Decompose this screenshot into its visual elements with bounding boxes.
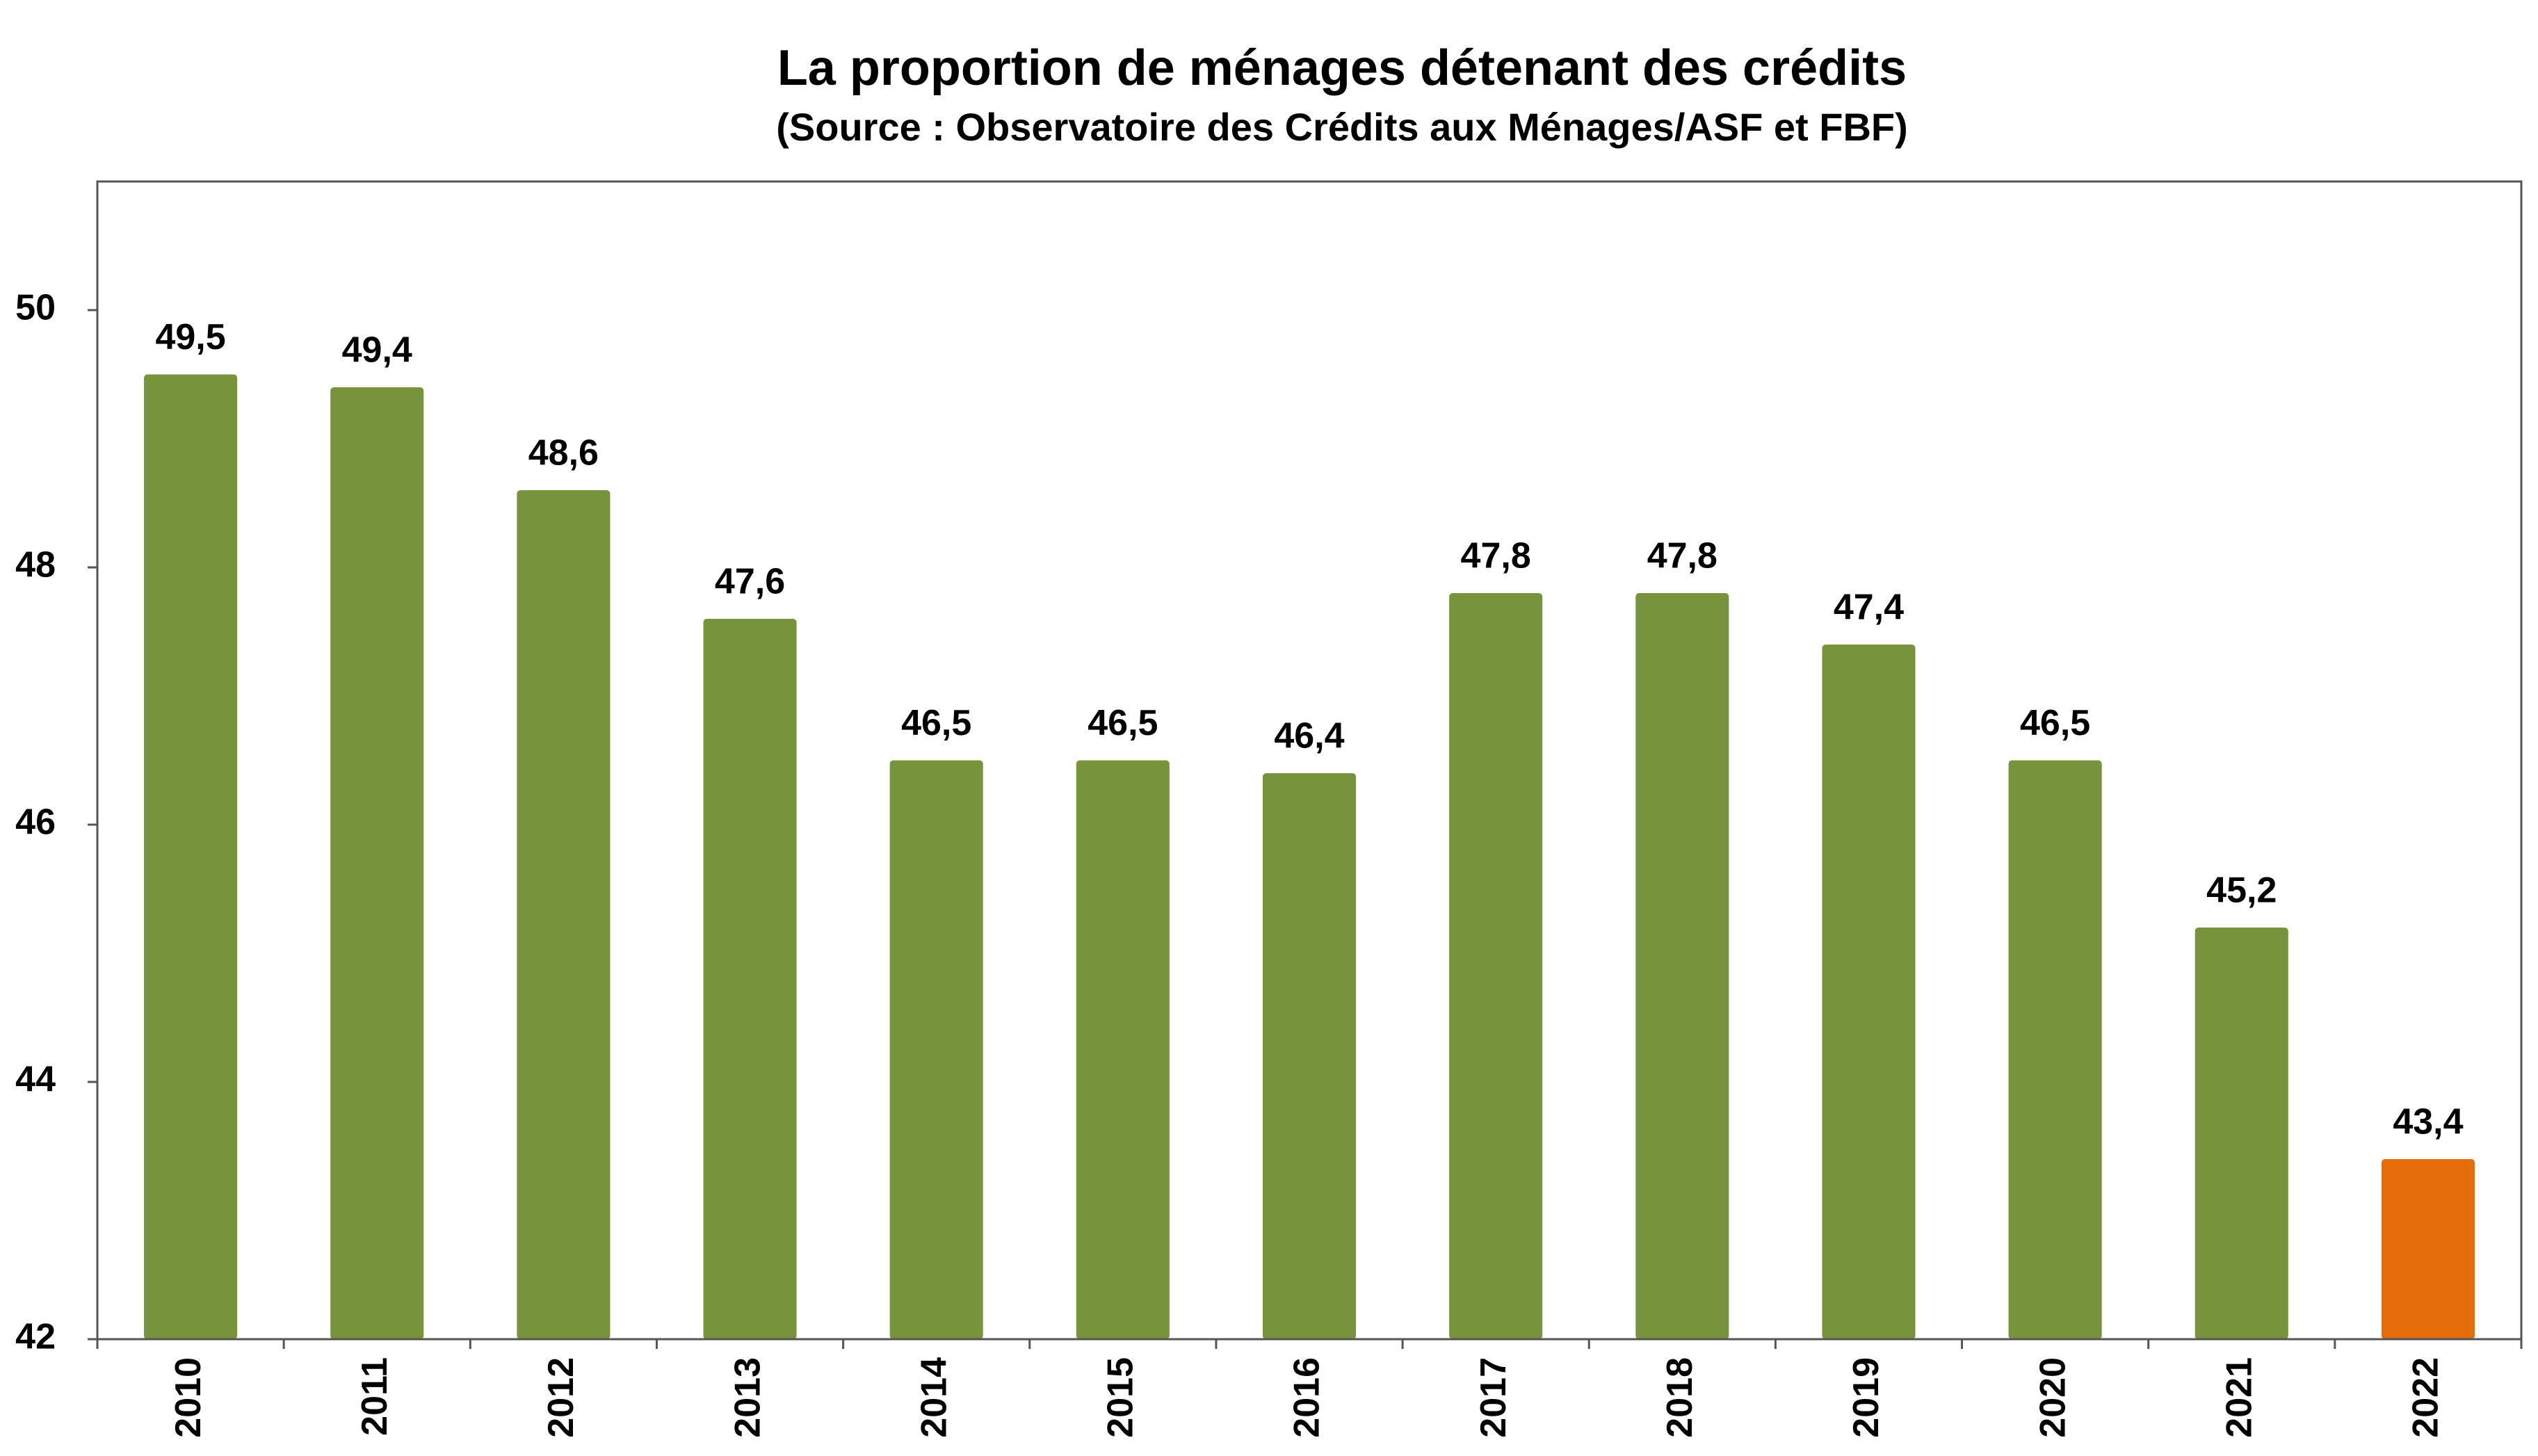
bar <box>1262 773 1357 1339</box>
value-label: 49,4 <box>342 330 412 371</box>
value-label: 45,2 <box>2206 871 2277 911</box>
x-tick-label: 2012 <box>541 1357 581 1438</box>
value-label: 47,8 <box>1461 536 1531 576</box>
x-tick-label: 2020 <box>2032 1357 2073 1438</box>
bar <box>2008 760 2102 1339</box>
y-tick-label: 46 <box>15 802 56 843</box>
value-label: 47,6 <box>715 562 785 602</box>
value-label: 43,4 <box>2393 1102 2463 1142</box>
value-label: 46,4 <box>1274 716 1344 757</box>
y-tick-label: 44 <box>15 1060 56 1100</box>
x-tick-label: 2013 <box>727 1357 768 1438</box>
value-label: 46,5 <box>2020 703 2090 743</box>
bar <box>1076 760 1170 1339</box>
bar <box>144 374 238 1339</box>
y-tick-label: 42 <box>15 1317 56 1357</box>
bar <box>1822 645 1916 1339</box>
x-tick-label: 2010 <box>168 1357 209 1438</box>
x-tick-label: 2011 <box>355 1357 395 1436</box>
bar <box>2381 1159 2475 1339</box>
bar <box>1635 593 1729 1339</box>
value-label: 49,5 <box>155 317 225 357</box>
x-tick-label: 2017 <box>1473 1357 1514 1438</box>
bar <box>2195 928 2288 1339</box>
value-label: 46,5 <box>901 703 971 743</box>
value-label: 47,8 <box>1647 536 1717 576</box>
bar <box>330 387 424 1339</box>
x-tick-label: 2014 <box>914 1357 954 1438</box>
x-tick-label: 2019 <box>1846 1357 1886 1438</box>
chart-subtitle: (Source : Observatoire des Crédits aux M… <box>776 105 1908 149</box>
value-label: 48,6 <box>528 433 599 474</box>
x-tick-label: 2018 <box>1660 1357 1700 1438</box>
x-tick-label: 2016 <box>1287 1357 1327 1438</box>
x-tick-label: 2015 <box>1101 1357 1141 1438</box>
x-tick-label: 2022 <box>2406 1357 2446 1438</box>
y-tick-label: 50 <box>15 288 56 328</box>
y-tick-label: 48 <box>15 545 56 585</box>
bar <box>1449 593 1543 1339</box>
value-label: 46,5 <box>1088 703 1158 743</box>
x-tick-label: 2021 <box>2220 1357 2260 1438</box>
bar <box>517 490 611 1339</box>
value-label: 47,4 <box>1834 588 1904 628</box>
bar <box>889 760 983 1339</box>
plot-frame <box>96 180 2523 1341</box>
chart-title: La proportion de ménages détenant des cr… <box>777 40 1907 96</box>
bar <box>703 619 797 1339</box>
